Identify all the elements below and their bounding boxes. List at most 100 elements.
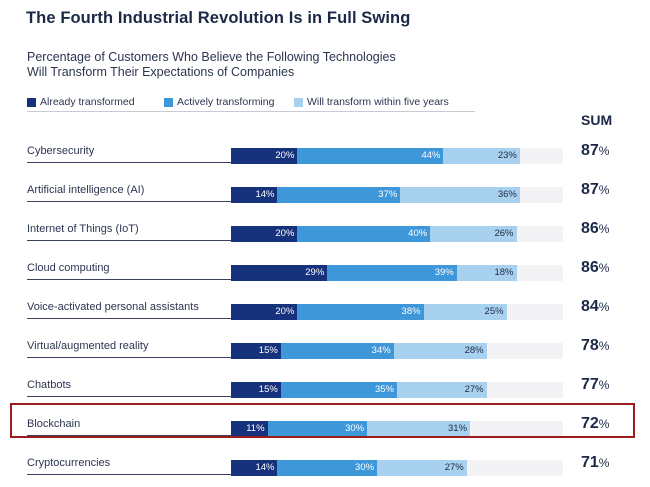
sum-number: 86 [581, 259, 599, 276]
legend-swatch-already [27, 97, 36, 107]
bar-value-label-already: 14% [255, 189, 275, 200]
chart-row: Cybersecurity 20% 44% 23% 87% [0, 142, 650, 175]
sum-value: 78% [581, 337, 609, 355]
chart-subtitle-line-2: Will Transform Their Expectations of Com… [27, 65, 295, 79]
bar-value-label-actively: 30% [345, 423, 365, 434]
sum-number: 87 [581, 181, 599, 198]
bar-segment-already [231, 382, 281, 398]
bar-value-label-already: 29% [305, 267, 325, 278]
bar-value-label-will: 27% [444, 462, 464, 473]
sum-number: 72 [581, 415, 599, 432]
sum-percent-sign: % [598, 300, 610, 314]
bar-value-label-already: 20% [275, 228, 295, 239]
category-underline [27, 318, 231, 319]
category-label: Chatbots [27, 379, 72, 391]
sum-number: 77 [581, 376, 599, 393]
bar-segment-actively [267, 421, 368, 437]
category-underline [27, 357, 231, 358]
bar-segment-will [430, 226, 517, 242]
bar-track: 29% 39% 18% [231, 265, 563, 281]
legend-swatch-actively [164, 97, 173, 107]
category-underline [27, 279, 231, 280]
bar-value-label-already: 15% [258, 345, 278, 356]
bar-value-label-actively: 34% [371, 345, 391, 356]
bar-segment-already [231, 187, 278, 203]
chart-subtitle-line-1: Percentage of Customers Who Believe the … [27, 50, 396, 64]
sum-number: 78 [581, 337, 599, 354]
bar-track: 15% 35% 27% [231, 382, 563, 398]
chart-row: Internet of Things (IoT) 20% 40% 26% 86% [0, 220, 650, 253]
bar-track: 20% 38% 25% [231, 304, 563, 320]
bar-segment-actively [297, 304, 424, 320]
bar-value-label-already: 20% [275, 150, 295, 161]
bar-segment-already [231, 304, 298, 320]
chart-row: Voice-activated personal assistants 20% 38… [0, 298, 650, 331]
legend-item-actively: Actively transforming [164, 96, 274, 108]
bar-value-label-will: 18% [494, 267, 514, 278]
sum-percent-sign: % [598, 339, 610, 353]
sum-percent-sign: % [598, 378, 610, 392]
legend-label-will: Will transform within five years [307, 96, 449, 108]
bar-value-label-actively: 38% [401, 306, 421, 317]
bar-segment-will [456, 265, 517, 281]
legend-item-will: Will transform within five years [294, 96, 449, 108]
bar-value-label-will: 27% [464, 384, 484, 395]
bar-segment-actively [297, 148, 444, 164]
sum-percent-sign: % [598, 183, 610, 197]
bar-segment-already [231, 226, 298, 242]
category-underline [27, 474, 231, 475]
chart-row: Artificial intelligence (AI) 14% 37% 36% 87% [0, 181, 650, 214]
bar-segment-will [393, 343, 487, 359]
bar-segment-actively [327, 265, 457, 281]
bar-track: 14% 30% 27% [231, 460, 563, 476]
sum-value: 86% [581, 220, 609, 238]
chart-row: Cloud computing 29% 39% 18% 86% [0, 259, 650, 292]
sum-number: 87 [581, 142, 599, 159]
bar-segment-actively [277, 460, 378, 476]
bar-value-label-actively: 39% [434, 267, 454, 278]
bar-value-label-actively: 40% [408, 228, 428, 239]
sum-value: 87% [581, 181, 609, 199]
chart-row: Virtual/augmented reality 15% 34% 28% 78% [0, 337, 650, 370]
bar-value-label-already: 20% [275, 306, 295, 317]
bar-segment-will [367, 421, 471, 437]
bar-segment-actively [277, 187, 401, 203]
sum-value: 71% [581, 454, 609, 472]
category-underline [27, 240, 231, 241]
category-label: Voice-activated personal assistants [27, 301, 199, 313]
chart-subtitle: Percentage of Customers Who Believe the … [27, 50, 447, 80]
category-label: Artificial intelligence (AI) [27, 184, 145, 196]
bar-value-label-will: 26% [494, 228, 514, 239]
bar-segment-actively [280, 343, 394, 359]
bar-segment-will [443, 148, 520, 164]
sum-value: 77% [581, 376, 609, 394]
bar-value-label-actively: 35% [374, 384, 394, 395]
category-underline [27, 162, 231, 163]
legend-label-already: Already transformed [40, 96, 135, 108]
bar-segment-actively [297, 226, 431, 242]
category-label: Cybersecurity [27, 145, 95, 157]
sum-number: 84 [581, 298, 599, 315]
bar-track: 14% 37% 36% [231, 187, 563, 203]
category-underline [27, 201, 231, 202]
bar-value-label-will: 25% [484, 306, 504, 317]
bar-segment-actively [280, 382, 397, 398]
chart-row: Chatbots 15% 35% 27% 77% [0, 376, 650, 409]
category-label: Cloud computing [27, 262, 110, 274]
bar-value-label-actively: 44% [421, 150, 441, 161]
bar-segment-already [231, 265, 328, 281]
sum-column-header: SUM [581, 112, 613, 128]
bar-segment-already [231, 148, 298, 164]
chart-row: Blockchain 11% 30% 31% 72% [0, 415, 650, 448]
bar-track: 20% 40% 26% [231, 226, 563, 242]
sum-percent-sign: % [598, 261, 610, 275]
chart-legend: Already transformed Actively transformin… [27, 96, 475, 112]
sum-number: 71 [581, 454, 599, 471]
bar-track: 15% 34% 28% [231, 343, 563, 359]
bar-value-label-already: 15% [258, 384, 278, 395]
category-label: Blockchain [27, 418, 81, 430]
bar-segment-already [231, 343, 281, 359]
sum-value: 87% [581, 142, 609, 160]
chart-title: The Fourth Industrial Revolution Is in F… [26, 9, 411, 27]
bar-segment-will [377, 460, 467, 476]
